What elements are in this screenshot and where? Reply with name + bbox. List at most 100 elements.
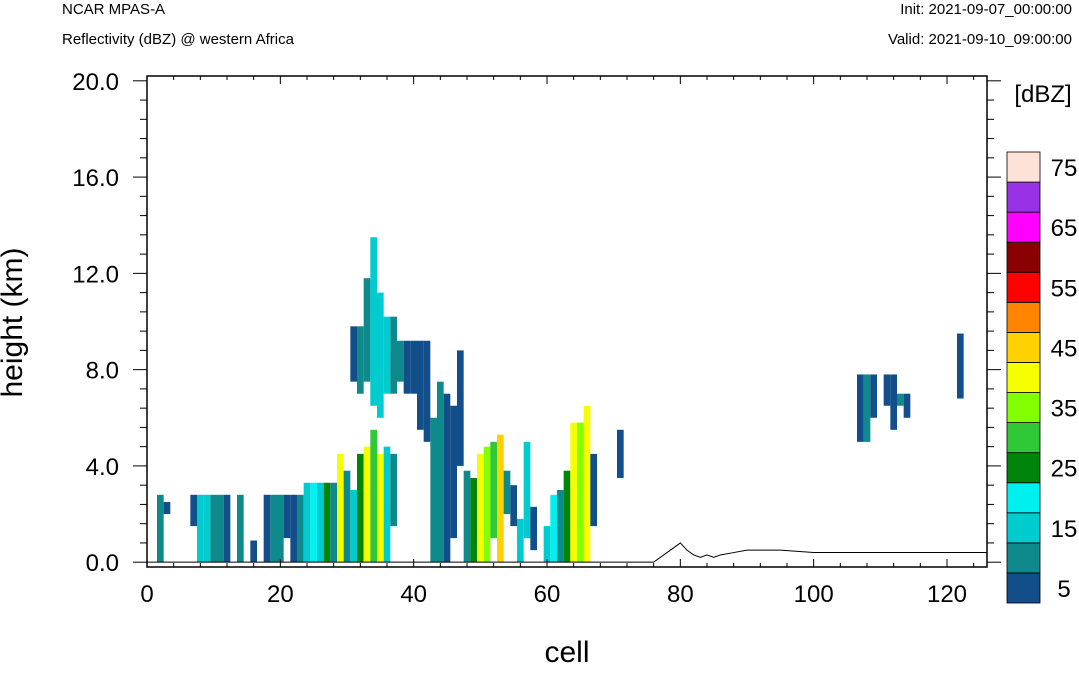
reflectivity-cell bbox=[430, 417, 437, 563]
reflectivity-cell bbox=[363, 278, 371, 382]
terrain-line bbox=[147, 542, 987, 563]
reflectivity-cell bbox=[390, 453, 397, 527]
reflectivity-cell bbox=[903, 393, 911, 418]
x-tick-label: 80 bbox=[667, 581, 694, 608]
reflectivity-cell bbox=[363, 446, 371, 563]
reflectivity-cell bbox=[330, 482, 337, 563]
reflectivity-cell bbox=[223, 494, 231, 563]
reflectivity-cell bbox=[543, 526, 551, 563]
colorbar-title: [dBZ] bbox=[1014, 81, 1071, 108]
colorbar-swatch bbox=[1006, 392, 1041, 423]
reflectivity-cell bbox=[303, 482, 311, 563]
colorbar-swatch bbox=[1006, 241, 1041, 273]
x-tick-label: 0 bbox=[140, 581, 153, 608]
y-tick-label: 0.0 bbox=[86, 550, 119, 577]
reflectivity-cell bbox=[863, 374, 871, 442]
colorbar-swatch bbox=[1006, 181, 1041, 213]
reflectivity-cell bbox=[563, 470, 571, 563]
reflectivity-cell bbox=[443, 393, 451, 563]
colorbar-swatch bbox=[1006, 482, 1041, 514]
colorbar-label: 45 bbox=[1051, 335, 1078, 362]
reflectivity-cell bbox=[277, 494, 284, 563]
reflectivity-cell bbox=[857, 374, 864, 442]
reflectivity-cell bbox=[383, 316, 391, 394]
colorbar-label: 15 bbox=[1051, 516, 1078, 543]
reflectivity-cell bbox=[297, 494, 304, 563]
model-title: NCAR MPAS-A bbox=[62, 1, 166, 18]
colorbar-label: 5 bbox=[1057, 576, 1070, 603]
colorbar-label: 75 bbox=[1051, 155, 1078, 182]
reflectivity-cell bbox=[590, 453, 597, 527]
x-tick-label: 100 bbox=[794, 581, 834, 608]
reflectivity-cell bbox=[217, 494, 224, 563]
reflectivity-cell bbox=[290, 494, 297, 563]
reflectivity-cell bbox=[157, 494, 164, 563]
colorbar-swatch bbox=[1006, 542, 1041, 574]
reflectivity-cell bbox=[550, 494, 557, 563]
reflectivity-cell bbox=[237, 494, 244, 563]
y-tick-label: 12.0 bbox=[72, 261, 119, 288]
reflectivity-cell bbox=[337, 453, 344, 563]
reflectivity-cell bbox=[423, 340, 431, 442]
colorbar-swatch bbox=[1006, 362, 1041, 393]
reflectivity-cell bbox=[323, 482, 331, 563]
reflectivity-cell bbox=[897, 393, 904, 406]
reflectivity-cells bbox=[157, 237, 964, 563]
reflectivity-cell bbox=[577, 422, 584, 563]
reflectivity-cell bbox=[437, 381, 444, 563]
reflectivity-cell bbox=[317, 482, 324, 563]
reflectivity-cell bbox=[357, 453, 364, 563]
colorbar-swatch bbox=[1006, 331, 1041, 363]
valid-time: Valid: 2021-09-10_09:00:00 bbox=[887, 31, 1072, 48]
colorbar-swatch bbox=[1006, 452, 1041, 484]
reflectivity-cell bbox=[503, 470, 511, 515]
colorbar-label: 25 bbox=[1051, 456, 1078, 483]
reflectivity-cell bbox=[450, 405, 457, 539]
reflectivity-cell bbox=[283, 494, 291, 539]
reflectivity-cell bbox=[457, 350, 464, 466]
reflectivity-cell bbox=[483, 446, 491, 563]
colorbar-label: 55 bbox=[1051, 275, 1078, 302]
reflectivity-cell bbox=[350, 489, 357, 563]
reflectivity-cell bbox=[470, 477, 477, 563]
reflectivity-cell bbox=[557, 489, 564, 563]
reflectivity-cell bbox=[397, 340, 404, 382]
y-tick-label: 16.0 bbox=[72, 165, 119, 192]
y-tick-label: 4.0 bbox=[86, 454, 119, 481]
reflectivity-cell bbox=[417, 340, 424, 430]
reflectivity-cell bbox=[210, 494, 217, 563]
colorbar-legend: 5 15 25 35 45 55 65 75 bbox=[1006, 151, 1078, 604]
reflectivity-cell bbox=[890, 374, 897, 430]
reflectivity-cell bbox=[250, 540, 257, 563]
reflectivity-cell bbox=[530, 506, 537, 551]
reflectivity-cell bbox=[403, 340, 411, 394]
y-axis-label: height (km) bbox=[0, 247, 29, 397]
reflectivity-cell bbox=[870, 374, 877, 418]
colorbar-swatch bbox=[1006, 301, 1041, 333]
colorbar-swatch bbox=[1006, 512, 1041, 544]
y-axis: 0.0 4.0 8.0 12.0 16.0 20.0 bbox=[72, 69, 1001, 577]
reflectivity-cell bbox=[350, 326, 357, 382]
reflectivity-cell bbox=[197, 494, 204, 563]
reflectivity-cell bbox=[263, 494, 271, 563]
colorbar-swatch bbox=[1006, 422, 1041, 454]
reflectivity-cell bbox=[523, 441, 531, 539]
reflectivity-cell bbox=[163, 502, 171, 515]
reflectivity-cell bbox=[370, 237, 377, 406]
reflectivity-cell bbox=[583, 405, 591, 563]
reflectivity-cell bbox=[510, 485, 517, 527]
colorbar-label: 35 bbox=[1051, 396, 1078, 423]
reflectivity-cell bbox=[377, 292, 384, 418]
x-tick-label: 20 bbox=[267, 581, 294, 608]
reflectivity-cell bbox=[410, 340, 417, 394]
colorbar-swatch bbox=[1006, 271, 1041, 303]
reflectivity-cell bbox=[357, 326, 364, 394]
x-axis: 0 20 40 60 80 100 120 bbox=[140, 76, 975, 608]
colorbar-label: 65 bbox=[1051, 215, 1078, 242]
y-tick-label: 20.0 bbox=[72, 69, 119, 96]
x-tick-label: 60 bbox=[534, 581, 561, 608]
init-time: Init: 2021-09-07_00:00:00 bbox=[900, 1, 1072, 18]
reflectivity-cell bbox=[517, 518, 524, 563]
field-title: Reflectivity (dBZ) @ western Africa bbox=[62, 31, 294, 48]
